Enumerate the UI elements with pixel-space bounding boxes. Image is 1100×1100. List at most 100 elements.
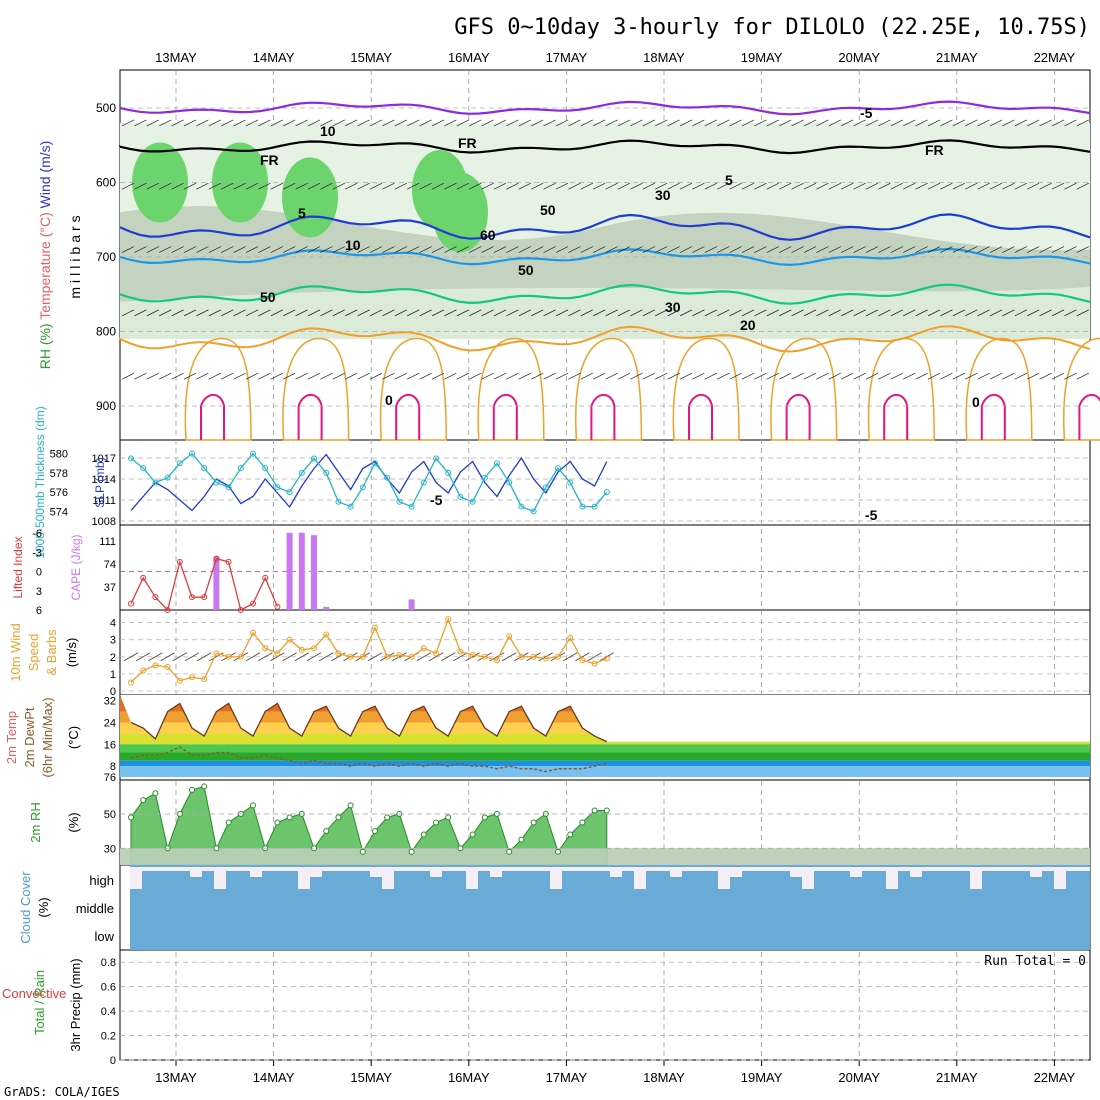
- slp-ylabel: SLP (mb): [93, 457, 107, 507]
- cloud-gap: [310, 867, 322, 877]
- rh-point: [592, 808, 597, 813]
- profile-ylabel: RH (%) Temperature (°C) Wind (m/s): [37, 141, 53, 370]
- cloud-gap: [478, 867, 490, 871]
- cloud-gap: [994, 867, 1006, 871]
- contour-label: 20: [740, 317, 756, 333]
- cloud-gap: [382, 867, 394, 889]
- cloud-gap: [178, 867, 190, 871]
- rh-point: [251, 803, 256, 808]
- top-date-label: 18MAY: [643, 50, 685, 65]
- rh-point: [226, 820, 231, 825]
- cloud-gap: [226, 867, 238, 871]
- temp-ylabel: 2m Temp: [4, 711, 19, 764]
- wind-ylabel: 10m Wind: [8, 623, 23, 682]
- rh-point: [385, 815, 390, 820]
- wind-tick-label: 1: [110, 669, 116, 681]
- wind-barb: [655, 373, 667, 379]
- cloud-gap: [166, 867, 178, 871]
- contour-label: 50: [518, 262, 534, 278]
- rh-point: [507, 849, 512, 854]
- contour-label: FR: [458, 135, 477, 151]
- cloud-gap: [910, 867, 922, 877]
- wind-barb: [469, 373, 481, 379]
- cloud-gap: [826, 867, 838, 871]
- rh-unit-label: (%): [66, 812, 81, 832]
- cloud-gap: [1030, 867, 1042, 877]
- wind-barb: [134, 373, 146, 379]
- cloud-gap: [466, 867, 478, 889]
- cloud-unit-label: (%): [36, 897, 51, 917]
- contour-label: 30: [655, 187, 671, 203]
- cloud-gap: [778, 867, 790, 871]
- cloud-gap: [934, 867, 946, 871]
- cloud-gap: [298, 867, 310, 889]
- cloud-gap: [202, 867, 214, 871]
- precip-total-label: Total / Rain: [32, 970, 47, 1035]
- cape-ylabel: CAPE (J/kg): [69, 534, 83, 600]
- cloud-gap: [250, 867, 262, 877]
- bottom-date-label: 22MAY: [1034, 1070, 1076, 1085]
- cloud-gap: [922, 867, 934, 871]
- wind-barb: [643, 373, 655, 379]
- bottom-date-label: 15MAY: [350, 1070, 392, 1085]
- wind-tick-label: 2: [110, 652, 116, 664]
- rh-point: [141, 798, 146, 803]
- top-date-label: 20MAY: [838, 50, 880, 65]
- cloud-gap: [574, 867, 586, 871]
- wind-barb: [124, 653, 138, 661]
- top-date-label: 22MAY: [1034, 50, 1076, 65]
- panel-frame-slp: [120, 440, 1090, 525]
- cloud-gap: [370, 867, 382, 877]
- cloud-gap: [1066, 867, 1078, 871]
- rh-point: [275, 820, 280, 825]
- rh-point: [519, 837, 524, 842]
- cloud-level-label: middle: [76, 901, 114, 916]
- contour-label: 5: [725, 172, 733, 188]
- wind-barb: [841, 373, 853, 379]
- pressure-tick-label: 700: [96, 250, 116, 264]
- temperature-panel: 3224168762m Temp2m DewPt(6hr Min/Max)(°C…: [4, 695, 1090, 784]
- bottom-date-label: 21MAY: [936, 1070, 978, 1085]
- lifted-index-tick-label: 3: [36, 586, 42, 598]
- wind-barb: [457, 373, 469, 379]
- wind-barb: [940, 373, 952, 379]
- precip-panel: 0.80.60.40.20Run Total = 0Total / RainCo…: [2, 954, 1090, 1067]
- rh-point: [470, 832, 475, 837]
- bottom-date-label: 19MAY: [741, 1070, 783, 1085]
- cloud-gap: [526, 867, 538, 871]
- wind-barb: [539, 653, 553, 661]
- cloud-gap: [1018, 867, 1030, 871]
- rh-tick-label: 50: [104, 809, 116, 821]
- cloud-gap: [1054, 867, 1066, 889]
- wind-barb: [271, 373, 283, 379]
- top-date-label: 19MAY: [741, 50, 783, 65]
- lifted-index-tick-label: 0: [36, 567, 42, 579]
- cloud-gap: [670, 867, 682, 877]
- rh-point: [373, 829, 378, 834]
- rh-point: [336, 815, 341, 820]
- thickness-tick-label: 580: [50, 449, 68, 461]
- cloud-gap: [622, 867, 634, 871]
- top-date-label: 13MAY: [155, 50, 197, 65]
- temp-ylabel: (°C): [66, 726, 81, 749]
- temp-tick-label: 76: [104, 772, 116, 784]
- slp-line: [131, 455, 607, 511]
- wind-barb: [147, 373, 159, 379]
- contour-label: FR: [925, 142, 944, 158]
- cape-bar: [311, 535, 317, 610]
- cloud-gap: [154, 867, 166, 871]
- pressure-tick-label: 500: [96, 101, 116, 115]
- contour-label: 0: [972, 394, 980, 410]
- rh-point: [421, 832, 426, 837]
- cloud-gap: [958, 867, 970, 871]
- top-date-label: 15MAY: [350, 50, 392, 65]
- cloud-gap: [358, 867, 370, 871]
- rh-point: [190, 787, 195, 792]
- cloud-gap: [970, 867, 982, 889]
- wind-barb: [258, 373, 270, 379]
- cloud-gap: [838, 867, 850, 871]
- cloud-gap: [766, 867, 778, 871]
- lifted-index-tick-label: 6: [36, 605, 42, 617]
- cloud-gap: [586, 867, 598, 871]
- contour-label: 50: [260, 289, 276, 305]
